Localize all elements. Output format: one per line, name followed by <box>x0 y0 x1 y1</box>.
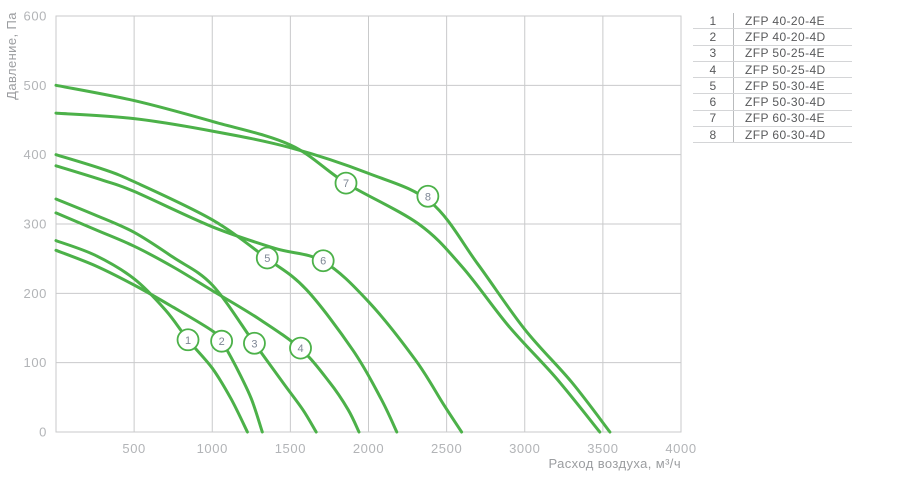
curve-label-2: 2 <box>210 329 234 353</box>
y-tick-600: 600 <box>24 9 48 24</box>
legend-row-model: ZFP 50-25-4E <box>733 45 852 61</box>
legend-row: 4 ZFP 50-25-4D <box>693 61 852 79</box>
curve-1 <box>54 239 249 434</box>
y-tick-400: 400 <box>24 147 48 162</box>
legend-row-number: 6 <box>709 95 717 110</box>
legend-row-model: ZFP 50-30-4D <box>733 94 852 110</box>
model-legend-table: 1 ZFP 40-20-4E 2 ZFP 40-20-4D 3 ZFP 50-25-4E 4… <box>693 13 852 144</box>
legend-row-number: 8 <box>709 127 717 142</box>
legend-row-number: 4 <box>709 62 717 77</box>
legend-row-model: ZFP 40-20-4D <box>733 29 852 45</box>
y-tick-300: 300 <box>24 217 48 232</box>
curve-label-circle-6 <box>311 249 335 273</box>
curve-label-number-7: 7 <box>343 178 349 190</box>
curve-label-circle-4 <box>289 336 312 360</box>
x-axis-title: Расход воздуха, м³/ч <box>548 456 681 471</box>
curve-label-number-5: 5 <box>264 253 270 265</box>
curve-label-number-1: 1 <box>185 335 191 347</box>
x-axis-tick-labels: 500 1000 1500 2000 2500 3000 3500 4000 <box>122 441 696 456</box>
x-tick-1500: 1500 <box>275 441 306 456</box>
curve-label-circle-3 <box>243 331 266 355</box>
legend-row-model: ZFP 60-30-4E <box>733 110 852 127</box>
legend-row: 7 ZFP 60-30-4E <box>693 110 852 128</box>
plot-border <box>55 15 682 433</box>
y-tick-500: 500 <box>24 78 48 93</box>
curve-label-number-8: 8 <box>425 191 431 203</box>
legend-row-number: 2 <box>709 29 717 44</box>
legend-row: 8 ZFP 60-30-4D <box>693 127 852 144</box>
x-tick-500: 500 <box>122 441 146 456</box>
curve-label-4: 4 <box>289 336 312 360</box>
y-tick-0: 0 <box>39 425 47 440</box>
legend-row-number: 7 <box>709 111 717 126</box>
y-axis-tick-labels: 0 100 200 300 400 500 600 <box>24 9 48 440</box>
x-tick-1000: 1000 <box>197 441 228 456</box>
curve-label-circle-8 <box>416 184 440 208</box>
legend-row-number: 5 <box>709 78 717 93</box>
legend-row-model: ZFP 40-20-4E <box>733 13 852 29</box>
curve-number-badges: 1 2 3 4 5 6 7 8 <box>176 171 440 360</box>
curve-label-circle-5 <box>255 246 279 270</box>
legend-row-model: ZFP 50-30-4E <box>733 78 852 94</box>
curve-label-number-3: 3 <box>251 338 257 350</box>
legend-row-number: 3 <box>709 46 717 61</box>
y-axis-title: Давление, Па <box>4 12 19 100</box>
y-tick-100: 100 <box>24 355 48 370</box>
curve-label-5: 5 <box>255 246 279 270</box>
curve-3 <box>54 197 318 434</box>
curve-label-7: 7 <box>334 171 358 195</box>
fan-curves <box>54 83 612 434</box>
legend-row-model: ZFP 60-30-4D <box>733 127 852 143</box>
legend-row-number: 1 <box>709 13 717 28</box>
curve-label-number-2: 2 <box>219 336 225 348</box>
curve-label-circle-7 <box>334 171 358 195</box>
curve-label-circle-2 <box>210 329 234 353</box>
legend-row: 2 ZFP 40-20-4D <box>693 29 852 46</box>
legend-row: 1 ZFP 40-20-4E <box>693 13 852 30</box>
y-tick-200: 200 <box>24 286 48 301</box>
x-tick-2500: 2500 <box>431 441 462 456</box>
legend-row-model: ZFP 50-25-4D <box>733 61 852 78</box>
curve-label-number-6: 6 <box>320 256 326 268</box>
legend-row: 5 ZFP 50-30-4E <box>693 78 852 95</box>
x-tick-2000: 2000 <box>353 441 384 456</box>
curve-label-number-4: 4 <box>297 343 303 355</box>
x-tick-3500: 3500 <box>587 441 618 456</box>
curve-4 <box>54 211 361 434</box>
curve-label-1: 1 <box>176 328 200 352</box>
curve-8 <box>54 111 612 434</box>
curve-label-circle-1 <box>176 328 200 352</box>
x-tick-3000: 3000 <box>509 441 540 456</box>
curve-7 <box>54 83 602 434</box>
x-tick-4000: 4000 <box>665 441 696 456</box>
curve-6 <box>54 164 464 434</box>
grid-lines <box>56 15 682 433</box>
curve-label-3: 3 <box>243 331 266 355</box>
curve-2 <box>54 248 264 434</box>
curve-label-8: 8 <box>416 184 440 208</box>
legend-row: 3 ZFP 50-25-4E <box>693 45 852 62</box>
legend-row: 6 ZFP 50-30-4D <box>693 94 852 111</box>
curve-label-6: 6 <box>311 249 335 273</box>
